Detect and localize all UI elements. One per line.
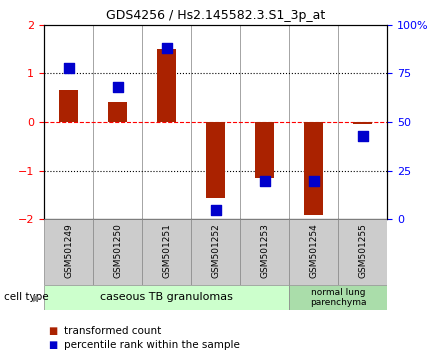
Point <box>359 133 366 138</box>
Text: cell type: cell type <box>4 292 49 302</box>
Point <box>114 84 121 90</box>
Text: GSM501255: GSM501255 <box>358 223 367 278</box>
Bar <box>108 102 127 122</box>
Bar <box>157 49 176 122</box>
Bar <box>289 219 338 285</box>
Point <box>163 45 170 51</box>
Bar <box>191 219 240 285</box>
Text: caseous TB granulomas: caseous TB granulomas <box>100 292 233 302</box>
Bar <box>142 219 191 285</box>
Text: transformed count: transformed count <box>64 326 161 336</box>
Text: GSM501254: GSM501254 <box>309 223 318 278</box>
Text: ▶: ▶ <box>33 292 40 302</box>
Bar <box>304 122 323 215</box>
Text: normal lung
parenchyma: normal lung parenchyma <box>310 288 367 307</box>
Point <box>261 178 268 183</box>
Title: GDS4256 / Hs2.145582.3.S1_3p_at: GDS4256 / Hs2.145582.3.S1_3p_at <box>106 9 325 22</box>
Bar <box>206 122 225 198</box>
Text: GSM501250: GSM501250 <box>113 223 122 278</box>
Text: GSM501249: GSM501249 <box>64 223 73 278</box>
Point <box>310 178 317 183</box>
Bar <box>59 91 78 122</box>
Point <box>65 65 72 70</box>
Bar <box>44 285 289 310</box>
Text: ■: ■ <box>48 340 58 350</box>
Text: percentile rank within the sample: percentile rank within the sample <box>64 340 240 350</box>
Bar <box>289 285 387 310</box>
Bar <box>44 219 93 285</box>
Bar <box>93 219 142 285</box>
Point <box>212 207 219 212</box>
Bar <box>338 219 387 285</box>
Text: GSM501252: GSM501252 <box>211 223 220 278</box>
Bar <box>255 122 275 178</box>
Text: GSM501253: GSM501253 <box>260 223 269 278</box>
Text: ■: ■ <box>48 326 58 336</box>
Bar <box>240 219 289 285</box>
Text: GSM501251: GSM501251 <box>162 223 171 278</box>
Bar <box>353 122 373 124</box>
